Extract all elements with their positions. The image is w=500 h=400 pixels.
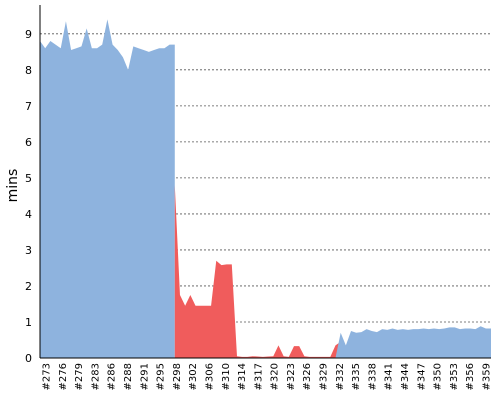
x-tick-label: #356: [465, 363, 476, 390]
x-tick-label: #323: [286, 363, 297, 390]
x-tick-label: #317: [253, 363, 264, 390]
y-tick-label: 8: [25, 64, 32, 77]
x-tick-label: #306: [204, 363, 215, 390]
y-tick-label: 0: [25, 352, 32, 365]
x-tick-label: #353: [449, 363, 460, 390]
area-series-3: [335, 326, 491, 358]
x-tick-label: #347: [416, 363, 427, 390]
x-tick-label: #320: [270, 363, 281, 390]
x-tick-label: #329: [319, 363, 330, 390]
x-tick-label: #359: [482, 363, 493, 390]
x-tick-label: #326: [302, 363, 313, 390]
axes: [39, 5, 491, 359]
x-tick-label: #341: [384, 363, 395, 390]
y-tick-label: 2: [25, 280, 32, 293]
x-tick-label: #344: [400, 363, 411, 390]
x-tick-label: #298: [172, 363, 183, 390]
area-series: [40, 19, 491, 358]
x-tick-label: #288: [123, 363, 134, 390]
x-tick-label: #332: [335, 363, 346, 390]
y-axis-label: mins: [5, 169, 21, 203]
y-tick-label: 4: [25, 208, 32, 221]
x-tick-label: #310: [221, 363, 232, 390]
x-tick-label: #279: [74, 363, 85, 390]
x-tick-label: #283: [90, 363, 101, 390]
x-tick-label: #276: [58, 363, 69, 390]
x-tick-label: #295: [156, 363, 167, 390]
y-tick-label: 9: [25, 28, 32, 41]
y-tick-label: 6: [25, 136, 32, 149]
y-tick-labels: 0 1 2 3 4 5 6 7 8 9: [25, 28, 32, 365]
y-tick-label: 5: [25, 172, 32, 185]
x-tick-label: #335: [351, 363, 362, 390]
x-tick-label: #338: [367, 363, 378, 390]
x-tick-label: #286: [107, 363, 118, 390]
y-tick-label: 7: [25, 100, 32, 113]
x-tick-label: #302: [188, 363, 199, 390]
area-series-2: [174, 185, 357, 358]
x-tick-labels: #273 #276 #279 #283 #286 #288 #291 #295 #298 #302…: [42, 363, 493, 390]
x-tick-label: #350: [433, 363, 444, 390]
grid-lines: [40, 33, 491, 323]
area-series-1: [40, 19, 175, 358]
y-tick-label: 3: [25, 244, 32, 257]
x-tick-label: #314: [237, 363, 248, 390]
x-tick-label: #291: [139, 363, 150, 390]
x-tick-label: #273: [42, 363, 53, 390]
y-tick-label: 1: [25, 316, 32, 329]
